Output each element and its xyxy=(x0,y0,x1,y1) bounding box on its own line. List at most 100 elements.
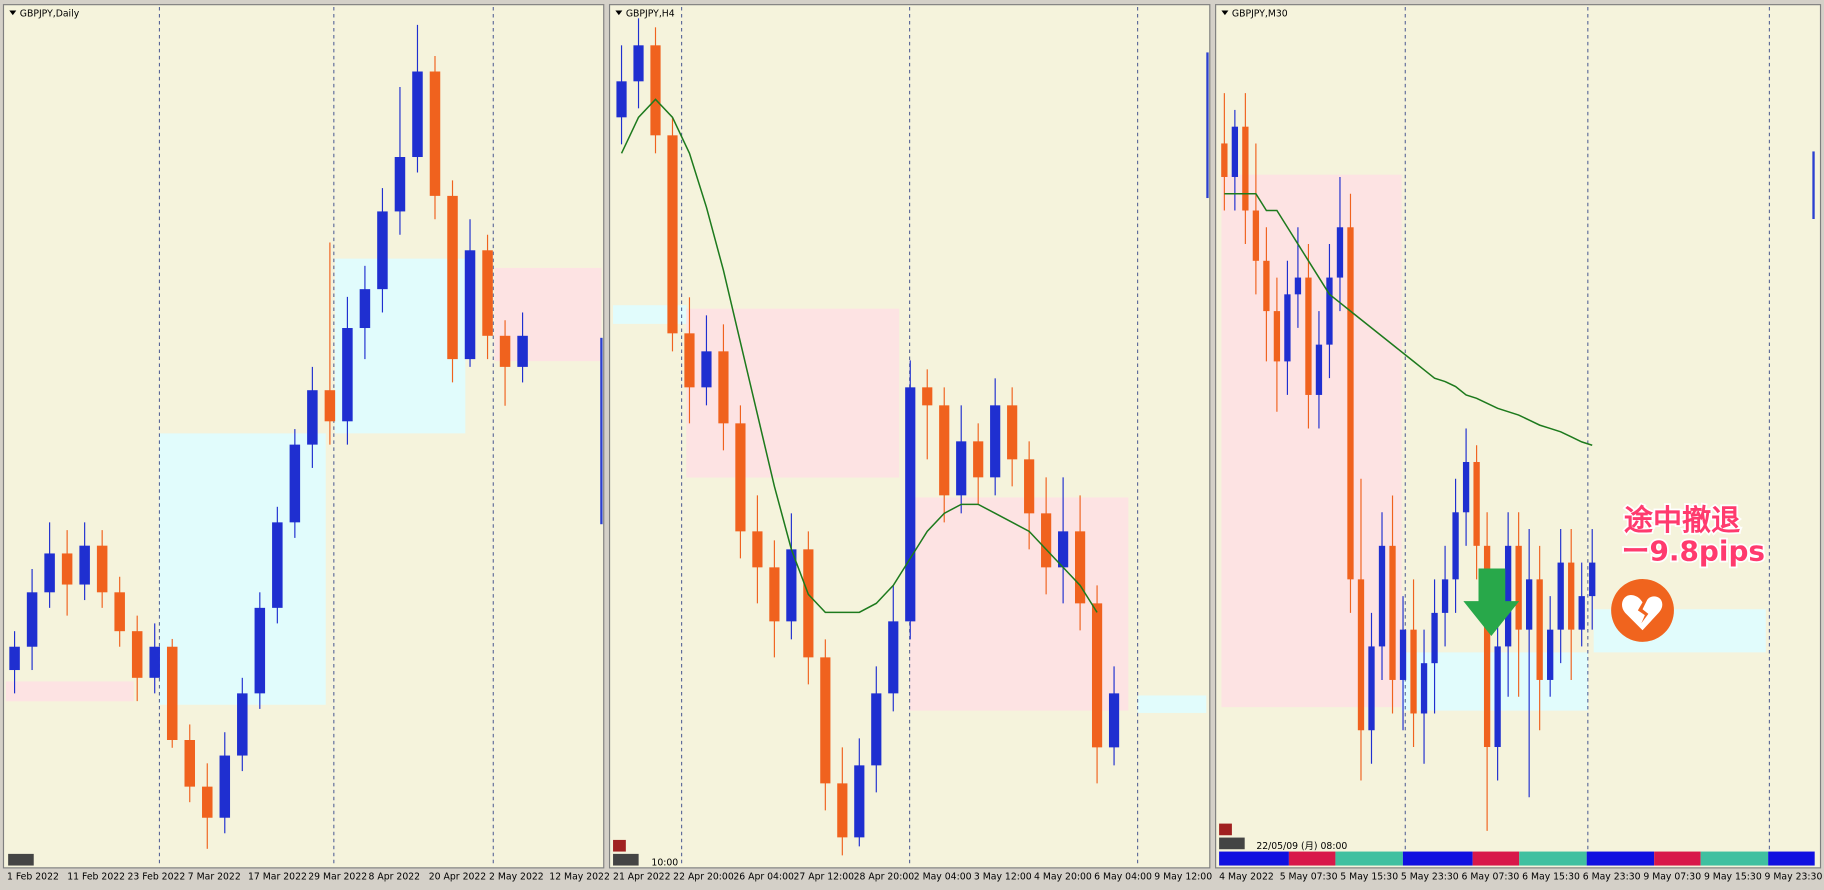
candle-body xyxy=(1357,579,1365,731)
candle-body xyxy=(939,405,950,496)
candle-body xyxy=(1515,545,1522,630)
x-tick-label: 4 May 2022 xyxy=(1219,872,1274,883)
zone xyxy=(686,308,900,478)
candle-body xyxy=(1473,461,1480,546)
candle-body xyxy=(44,553,55,593)
candle-body xyxy=(1410,629,1417,714)
session xyxy=(1219,851,1289,866)
candle-body xyxy=(1108,693,1120,748)
session xyxy=(1700,851,1769,866)
x-tick-label: 12 May 2022 xyxy=(549,872,610,883)
candle-body xyxy=(633,45,644,82)
candle-body xyxy=(888,621,899,694)
x-tick-label: 5 May 15:30 xyxy=(1340,872,1398,883)
icon[interactable] xyxy=(8,853,34,866)
x-tick-label: 27 Apr 12:00 xyxy=(793,872,854,883)
title-marker xyxy=(1221,10,1229,16)
broken-heart xyxy=(1611,578,1674,642)
x-tick-label: 8 Apr 2022 xyxy=(369,872,421,883)
x-tick-label: 17 Mar 2022 xyxy=(248,872,307,883)
candle-body xyxy=(1294,277,1302,295)
candle-body xyxy=(1305,277,1312,395)
candle-body xyxy=(718,351,729,424)
scroll-indicator xyxy=(600,337,603,525)
candle-body xyxy=(324,390,336,422)
moving-average xyxy=(620,98,1098,614)
x-tick-label: 21 Apr 2022 xyxy=(613,872,670,883)
candle-body xyxy=(803,549,814,658)
candle-body xyxy=(1536,579,1543,680)
candle-body xyxy=(377,211,388,290)
candle-body xyxy=(990,405,1001,478)
cursor-time: 10:00 xyxy=(651,858,678,869)
icon[interactable] xyxy=(613,839,626,852)
title-marker xyxy=(9,10,17,16)
candle-body xyxy=(650,45,661,136)
candle-body xyxy=(769,567,780,622)
candle-body xyxy=(1326,277,1333,345)
candle-body xyxy=(131,631,143,678)
candle-body xyxy=(96,545,108,593)
x-tick-label: 1 Feb 2022 xyxy=(7,872,59,883)
candle-body xyxy=(1526,579,1533,630)
signal-arrow xyxy=(1463,568,1520,637)
candle-body xyxy=(1041,513,1052,568)
candle-body xyxy=(1568,562,1575,630)
candle-body xyxy=(394,157,406,212)
icon[interactable] xyxy=(1219,837,1245,850)
candle-body xyxy=(202,786,213,818)
candle-body xyxy=(254,607,266,694)
candle-body xyxy=(79,545,90,585)
session xyxy=(1654,851,1701,866)
candle-body xyxy=(1483,545,1491,748)
icon[interactable] xyxy=(613,853,639,866)
x-tick-label: 9 May 23:30 xyxy=(1765,872,1823,883)
candle-body xyxy=(517,335,528,367)
session xyxy=(1519,851,1587,866)
candle-body xyxy=(1494,646,1501,748)
x-tick-label: 5 May 07:30 xyxy=(1280,872,1338,883)
session xyxy=(1472,851,1520,866)
annotation: ー9.8pips xyxy=(1622,534,1765,567)
candle-body xyxy=(956,441,967,496)
crosshair-date: 22/05/09 (月) 08:00 xyxy=(1256,841,1347,852)
x-tick-label: 26 Apr 04:00 xyxy=(733,872,794,883)
candle-body xyxy=(1231,126,1239,177)
candle-body xyxy=(837,783,848,838)
candle-body xyxy=(166,646,178,741)
icon[interactable] xyxy=(1219,823,1232,836)
candle-body xyxy=(735,423,746,532)
zone xyxy=(1221,174,1402,708)
x-tick-label: 6 May 04:00 xyxy=(1094,872,1152,883)
candle-body xyxy=(1263,260,1270,312)
candle-body xyxy=(1221,143,1228,177)
candle-body xyxy=(1431,612,1438,664)
candle-body xyxy=(973,441,984,478)
session xyxy=(1768,851,1815,866)
candle-body xyxy=(1336,227,1344,278)
chart-title: GBPJPY,M30 xyxy=(1232,8,1288,19)
candle-body xyxy=(1242,126,1249,211)
candle-body xyxy=(1284,294,1291,362)
candle-body xyxy=(499,335,511,367)
candle-body xyxy=(1589,562,1596,597)
scroll-indicator xyxy=(1206,52,1209,199)
candle-body xyxy=(684,333,695,388)
x-tick-label: 4 May 20:00 xyxy=(1034,872,1092,883)
candle-body xyxy=(272,522,283,608)
candle-body xyxy=(61,553,73,585)
candle-body xyxy=(429,71,441,196)
heart-icon xyxy=(1622,594,1663,631)
x-tick-label: 20 Apr 2022 xyxy=(429,872,486,883)
candle-body xyxy=(1462,461,1470,513)
candle-body xyxy=(359,289,371,329)
candle-body xyxy=(237,693,248,756)
x-tick-label: 9 May 15:30 xyxy=(1704,872,1762,883)
candle-body xyxy=(1547,629,1554,680)
candle-body xyxy=(1007,405,1018,460)
x-tick-label: 5 May 23:30 xyxy=(1401,872,1459,883)
candle-body xyxy=(1252,210,1260,261)
candle-body xyxy=(854,765,865,838)
scroll-indicator xyxy=(1812,151,1815,220)
